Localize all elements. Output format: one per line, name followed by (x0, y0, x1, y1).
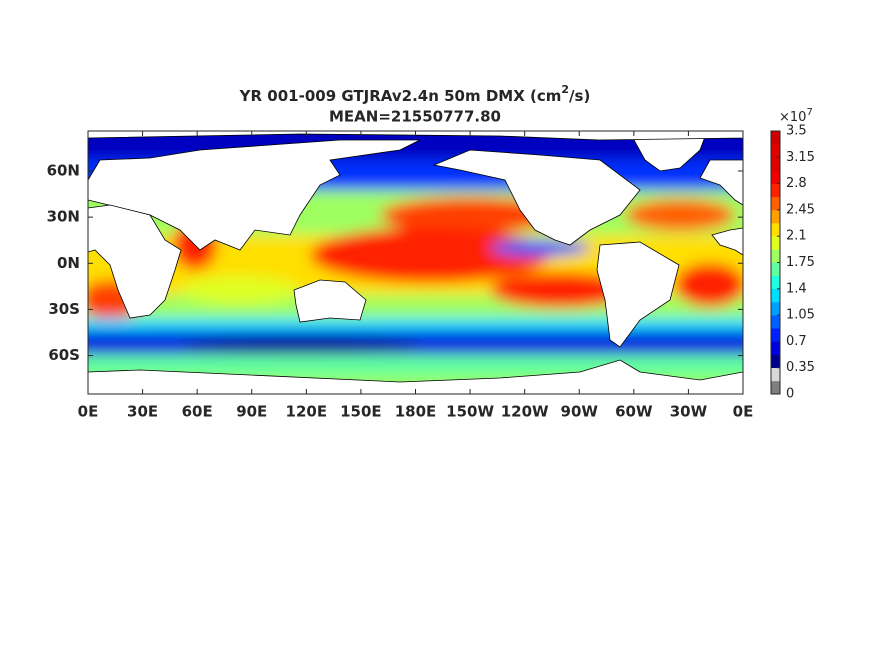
colorbar-tick-label: 1.4 (786, 281, 807, 296)
multiplier-base: ×10 (779, 110, 806, 125)
x-tick-label: 30E (127, 403, 158, 421)
chart-subtitle: MEAN=21550777.80 (329, 108, 501, 126)
land (88, 131, 743, 394)
title-part: /s) (569, 87, 590, 105)
x-tick-label: 0E (733, 403, 754, 421)
x-tick-label: 120W (501, 403, 549, 421)
colorbar-tick-label: 3.15 (786, 150, 815, 165)
colorbar: 0 0.35 0.7 1.05 1.4 1.75 2.1 2.45 2.8 3.15 3.5×107 (770, 107, 815, 402)
colorbar-cell (771, 288, 780, 303)
colorbar-tick-label: 0.7 (786, 334, 807, 349)
y-tick-label: 60S (48, 346, 80, 364)
x-tick-label: 90W (561, 403, 599, 421)
title-part: 2 (561, 83, 569, 96)
colorbar-cell (771, 223, 780, 237)
y-tick-label: 30S (48, 300, 80, 318)
colorbar-cell (771, 380, 780, 395)
title-part: YR 001-009 GTJRAv2.4n 50m DMX (cm (239, 87, 562, 105)
colorbar-tick-label: 0 (786, 387, 794, 402)
colorbar-tick-label: 2.1 (786, 229, 807, 244)
colorbar-cell (771, 328, 780, 342)
colorbar-cell (771, 315, 780, 329)
x-tick-label: 150W (446, 403, 494, 421)
colorbar-cell (771, 354, 780, 368)
colorbar-tick-label: 1.75 (786, 255, 815, 270)
colorbar-tick-label: 2.45 (786, 202, 815, 217)
colorbar-cell (771, 275, 780, 290)
x-tick-label: 0E (78, 403, 99, 421)
colorbar-cell (771, 236, 780, 250)
x-tick-label: 150E (340, 403, 382, 421)
colorbar-cell (771, 341, 780, 355)
y-tick-label: 0N (57, 254, 80, 272)
x-tick-label: 60W (615, 403, 653, 421)
colorbar-cell (771, 157, 780, 171)
colorbar-cell (771, 249, 780, 263)
colorbar-cell (771, 209, 780, 224)
colorbar-tick-label: 0.35 (786, 360, 815, 375)
multiplier-exponent: 7 (806, 107, 812, 118)
colorbar-cell (771, 144, 780, 158)
colorbar-cell (771, 196, 780, 211)
x-tick-label: 90E (236, 403, 267, 421)
colorbar-cell (771, 131, 780, 145)
colorbar-cell (771, 301, 780, 316)
y-tick-label: 60N (47, 161, 80, 179)
x-tick-label: 180E (395, 403, 437, 421)
colorbar-tick-label: 2.8 (786, 176, 807, 191)
colorbar-cell (771, 262, 780, 276)
x-tick-label: 30W (670, 403, 708, 421)
chart-title: YR 001-009 GTJRAv2.4n 50m DMX (cm2/s) (239, 83, 591, 105)
field (88, 131, 743, 394)
y-tick-label: 30N (47, 208, 80, 226)
colorbar-cell (771, 170, 780, 184)
colorbar-multiplier: ×107 (779, 107, 813, 125)
colorbar-tick-label: 1.05 (786, 308, 815, 323)
x-tick-label: 120E (286, 403, 328, 421)
x-tick-label: 60E (182, 403, 213, 421)
colorbar-cell (771, 367, 780, 382)
colorbar-tick-label: 3.5 (786, 124, 807, 139)
colorbar-cell (771, 183, 780, 198)
